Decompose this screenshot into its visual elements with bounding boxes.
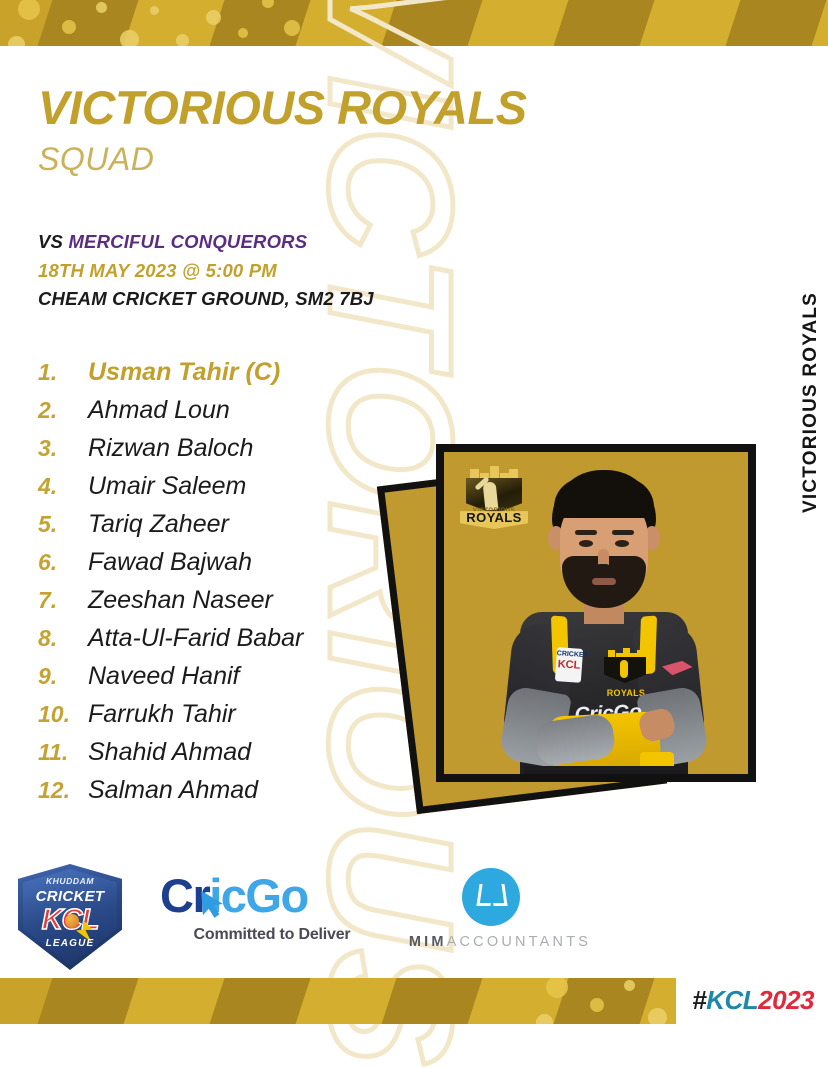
squad-player-row: 11. Shahid Ahmad (34, 738, 303, 776)
kcl-cricket-text: CRICKET (35, 888, 105, 905)
kcl-league-text: LEAGUE (45, 938, 95, 949)
player-number: 9. (38, 663, 58, 689)
squad-player-row: 10. Farrukh Tahir (34, 700, 303, 738)
player-number: 3. (38, 435, 58, 461)
page-title: VICTORIOUS ROYALS (38, 81, 527, 134)
mim-name-bold: MIM (408, 934, 447, 950)
player-name: Naveed Hanif (88, 662, 240, 690)
campaign-hashtag: #KCL2023 (676, 977, 828, 1024)
player-number: 12. (38, 777, 70, 803)
squad-player-row: 6. Fawad Bajwah (34, 548, 303, 586)
player-name: Usman Tahir (C) (88, 358, 281, 386)
cricgo-wordmark: CricGo (160, 872, 360, 919)
player-number: 11. (38, 739, 69, 765)
page-subtitle: SQUAD (38, 141, 155, 177)
cricgo-name-part2: icGo (209, 869, 309, 922)
player-number: 1. (38, 359, 58, 385)
decorative-dot (590, 998, 604, 1012)
decorative-dot (206, 10, 221, 25)
mim-circle-icon (462, 868, 520, 926)
decorative-dot (96, 2, 107, 13)
decorative-dot (238, 28, 248, 38)
hashtag-kcl: KCL (706, 985, 759, 1015)
jersey-chest-crest: ROYALS (600, 648, 652, 698)
vs-label: VS (38, 231, 64, 252)
jersey-patch-main-text: KCL (557, 657, 581, 672)
squad-player-row: 1. Usman Tahir (C) (34, 358, 303, 396)
top-dots (0, 0, 300, 46)
opponent-name: MERCIFUL CONQUERORS (68, 231, 308, 252)
decorative-dot (150, 6, 159, 15)
squad-player-row: 3. Rizwan Baloch (34, 434, 303, 472)
decorative-dot (648, 1008, 667, 1024)
squad-player-row: 12. Salman Ahmad (34, 776, 303, 814)
squad-player-row: 8. Atta-Ul-Farid Babar (34, 624, 303, 662)
decorative-dot (536, 1014, 553, 1024)
decorative-dot (262, 0, 274, 8)
player-name: Rizwan Baloch (88, 434, 254, 462)
cricgo-tagline: Committed to Deliver (193, 926, 351, 943)
hashtag-symbol: # (692, 985, 707, 1015)
decorative-dot (624, 980, 635, 991)
match-datetime: 18TH MAY 2023 @ 5:00 PM (38, 259, 277, 281)
opponent-line: VS MERCIFUL CONQUERORS (38, 228, 374, 257)
top-decorative-bar (0, 0, 828, 46)
player-name: Atta-Ul-Farid Babar (88, 624, 304, 652)
player-number: 10. (38, 701, 70, 727)
player-name: Umair Saleem (88, 472, 247, 500)
player-number: 8. (38, 625, 58, 651)
jersey-kcl-patch: CRICKET KCL (554, 647, 588, 683)
player-number: 7. (38, 587, 58, 613)
jersey-chest-text: ROYALS (606, 688, 646, 698)
player-name: Farrukh Tahir (88, 700, 236, 728)
player-name: Shahid Ahmad (88, 738, 252, 766)
decorative-dot (120, 30, 139, 46)
cricgo-sponsor-logo: CricGo Committed to Deliver (160, 868, 360, 964)
mim-accountants-sponsor-logo: MIMACCOUNTANTS (400, 868, 600, 964)
squad-player-row: 5. Tariq Zaheer (34, 510, 303, 548)
player-photo-zone: VICTORIOUS ROYALS CRICKET (376, 432, 774, 822)
player-number: 5. (38, 511, 58, 537)
match-info-block: VS MERCIFUL CONQUERORS 18TH MAY 2023 @ 5… (38, 228, 374, 314)
kcl-league-badge-logo: KHUDDAM CRICKET KCL LEAGUE (18, 864, 122, 970)
crest-team-word: VICTORIOUS (472, 508, 516, 514)
mim-monogram-right (490, 884, 508, 906)
player-name: Salman Ahmad (88, 776, 258, 804)
player-name: Ahmad Loun (88, 396, 230, 424)
player-number: 4. (38, 473, 58, 499)
squad-player-row: 4. Umair Saleem (34, 472, 303, 510)
decorative-dot (546, 978, 568, 998)
match-venue: CHEAM CRICKET GROUND, SM2 7BJ (38, 288, 374, 310)
squad-player-row: 2. Ahmad Loun (34, 396, 303, 434)
player-name: Tariq Zaheer (88, 510, 229, 538)
player-number: 2. (38, 397, 58, 423)
cricket-ball-icon (65, 914, 79, 928)
crest-figure (482, 481, 499, 511)
decorative-dot (62, 20, 76, 34)
decorative-dot (18, 0, 40, 20)
squad-player-row: 9. Naveed Hanif (34, 662, 303, 700)
player-name: Zeeshan Naseer (88, 586, 273, 614)
player-number: 6. (38, 549, 58, 575)
jersey-crown-icon (608, 648, 644, 659)
squad-list: 1. Usman Tahir (C) 2. Ahmad Loun 3. Rizwan Ba… (34, 358, 303, 814)
vertical-team-label: VICTORIOUS ROYALS (800, 292, 821, 513)
player-name: Fawad Bajwah (88, 548, 252, 576)
decorative-dot (176, 34, 189, 46)
decorative-dot (284, 20, 300, 36)
decorative-dot (8, 36, 25, 46)
header-block: VICTORIOUS ROYALS SQUAD (38, 84, 527, 175)
sponsor-strip: KHUDDAM CRICKET KCL LEAGUE CricGo Commit… (0, 862, 828, 974)
mim-wordmark: MIMACCOUNTANTS (400, 934, 600, 950)
kcl-khuddam-text: KHUDDAM (45, 876, 95, 886)
squad-player-row: 7. Zeeshan Naseer (34, 586, 303, 624)
royals-crest-icon: VICTORIOUS ROYALS (460, 466, 528, 529)
mim-name-light: ACCOUNTANTS (446, 934, 592, 950)
photo-card-front: VICTORIOUS ROYALS CRICKET (436, 444, 756, 782)
crest-royals-word: ROYALS (460, 511, 528, 529)
hashtag-year: 2023 (758, 985, 814, 1015)
